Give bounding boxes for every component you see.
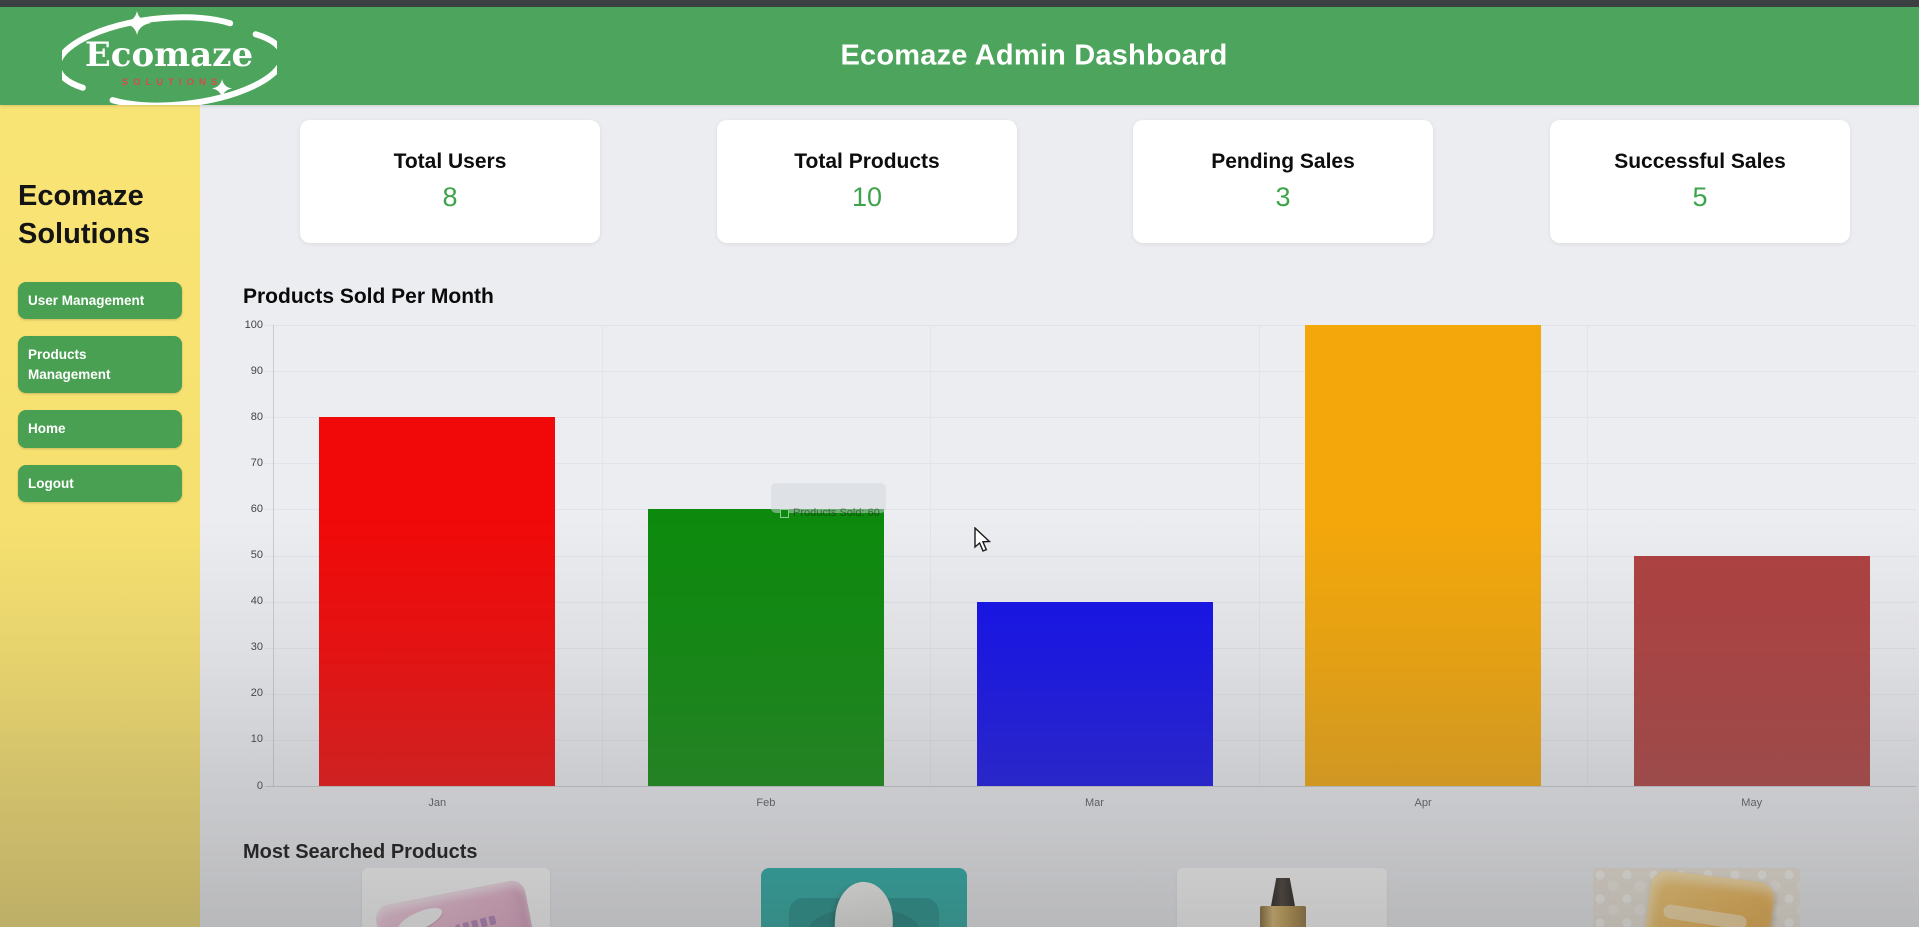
pads-pack-icon (373, 878, 543, 927)
chart-tooltip-box (771, 483, 886, 513)
stat-card-successful-sales: Successful Sales 5 (1550, 120, 1850, 243)
most-searched-heading: Most Searched Products (243, 841, 478, 863)
gridline-x-4 (1587, 325, 1589, 786)
y-axis-tick-label: 90 (250, 364, 263, 377)
product-thumbnail-honey-soap-bar (1593, 868, 1800, 927)
page-title: Ecomaze Admin Dashboard (840, 39, 1228, 72)
y-axis-tick-label: 60 (250, 502, 263, 515)
bar-may[interactable] (1633, 555, 1870, 786)
stat-card-total-users: Total Users 8 (300, 120, 600, 243)
sidebar-item-home[interactable]: Home (18, 410, 182, 448)
stat-value: 3 (1275, 182, 1291, 212)
y-axis-tick-label: 30 (250, 641, 263, 654)
ecomaze-logo: Ecomaze SOLUTIONS (55, 9, 286, 109)
y-axis-tick-label: 40 (250, 595, 263, 608)
dropper-cap-icon (1271, 878, 1295, 906)
product-thumbnail-amber-dropper-bottle (1177, 868, 1387, 927)
gridline-x-1 (601, 325, 603, 786)
bottle-collar (1260, 906, 1306, 927)
sidebar-item-logout[interactable]: Logout (18, 464, 182, 503)
gridline-y-60 (265, 509, 1916, 511)
gridline-y-0 (265, 786, 1916, 787)
bar-mar[interactable] (976, 601, 1213, 786)
y-axis-tick-label: 10 (250, 733, 263, 746)
sparkle-icon (212, 79, 232, 98)
bar-feb[interactable] (647, 509, 884, 786)
bar-apr[interactable] (1305, 325, 1542, 786)
x-axis-label-mar: Mar (1085, 797, 1104, 809)
stat-value: 5 (1692, 182, 1708, 212)
y-axis-tick-label: 100 (244, 318, 263, 331)
gridline-y-50 (265, 555, 1916, 557)
bar-jan[interactable] (319, 417, 556, 786)
y-axis-tick-label: 70 (250, 456, 263, 469)
mouse-cursor-icon (974, 527, 992, 552)
chart-tooltip: Products Sold: 60 (780, 507, 880, 519)
y-axis-line (273, 325, 274, 786)
stat-card-pending-sales: Pending Sales 3 (1133, 120, 1433, 243)
x-axis-label-jan: Jan (428, 797, 447, 809)
stat-label: Pending Sales (1211, 150, 1355, 173)
x-axis-label-feb: Feb (756, 797, 776, 809)
sidebar-item-products-management[interactable]: Products Management (18, 336, 182, 394)
y-axis-tick-label: 80 (250, 410, 263, 423)
chart-title: Products Sold Per Month (243, 285, 494, 308)
gridline-y-100 (265, 325, 1916, 326)
stat-value: 10 (851, 182, 883, 212)
tooltip-label: Products Sold: 60 (793, 507, 880, 519)
gridline-x-2 (930, 325, 932, 786)
stat-label: Total Products (794, 150, 940, 173)
gridline-y-70 (265, 463, 1916, 465)
window-top-strip (0, 0, 1919, 7)
y-axis-tick-label: 20 (250, 687, 263, 700)
y-axis-tick-label: 50 (250, 549, 263, 561)
product-thumbnail-pink-sanitary-pads-pack (362, 868, 550, 927)
stat-value: 8 (442, 182, 458, 212)
sidebar: Ecomaze Solutions User Management Produc… (0, 105, 200, 927)
gridline-y-80 (265, 417, 1916, 419)
x-axis-label-may: May (1741, 797, 1763, 809)
ecomaze-logo-icon: Ecomaze SOLUTIONS (55, 11, 286, 109)
logo-subtitle-text: SOLUTIONS (122, 77, 222, 88)
sparkle-icon (123, 11, 151, 35)
x-axis-label-apr: Apr (1414, 797, 1432, 809)
app-header: Ecomaze SOLUTIONS Ecomaze Admin Dashboar… (0, 7, 1919, 109)
gridline-y-90 (265, 371, 1916, 373)
gridline-x-3 (1258, 325, 1260, 786)
sidebar-title: Ecomaze Solutions (18, 180, 151, 251)
logo-brand-text: Ecomaze (85, 35, 253, 75)
tooltip-color-swatch-icon (780, 508, 789, 518)
stat-card-total-products: Total Products 10 (717, 120, 1017, 243)
y-axis-tick-label: 0 (256, 779, 263, 792)
product-thumbnail-teal-wet-wipes-box (761, 868, 967, 927)
stat-label: Total Users (393, 150, 507, 173)
stat-label: Successful Sales (1614, 150, 1786, 173)
tissue-icon (831, 879, 897, 927)
sidebar-item-user-management[interactable]: User Management (18, 281, 182, 320)
